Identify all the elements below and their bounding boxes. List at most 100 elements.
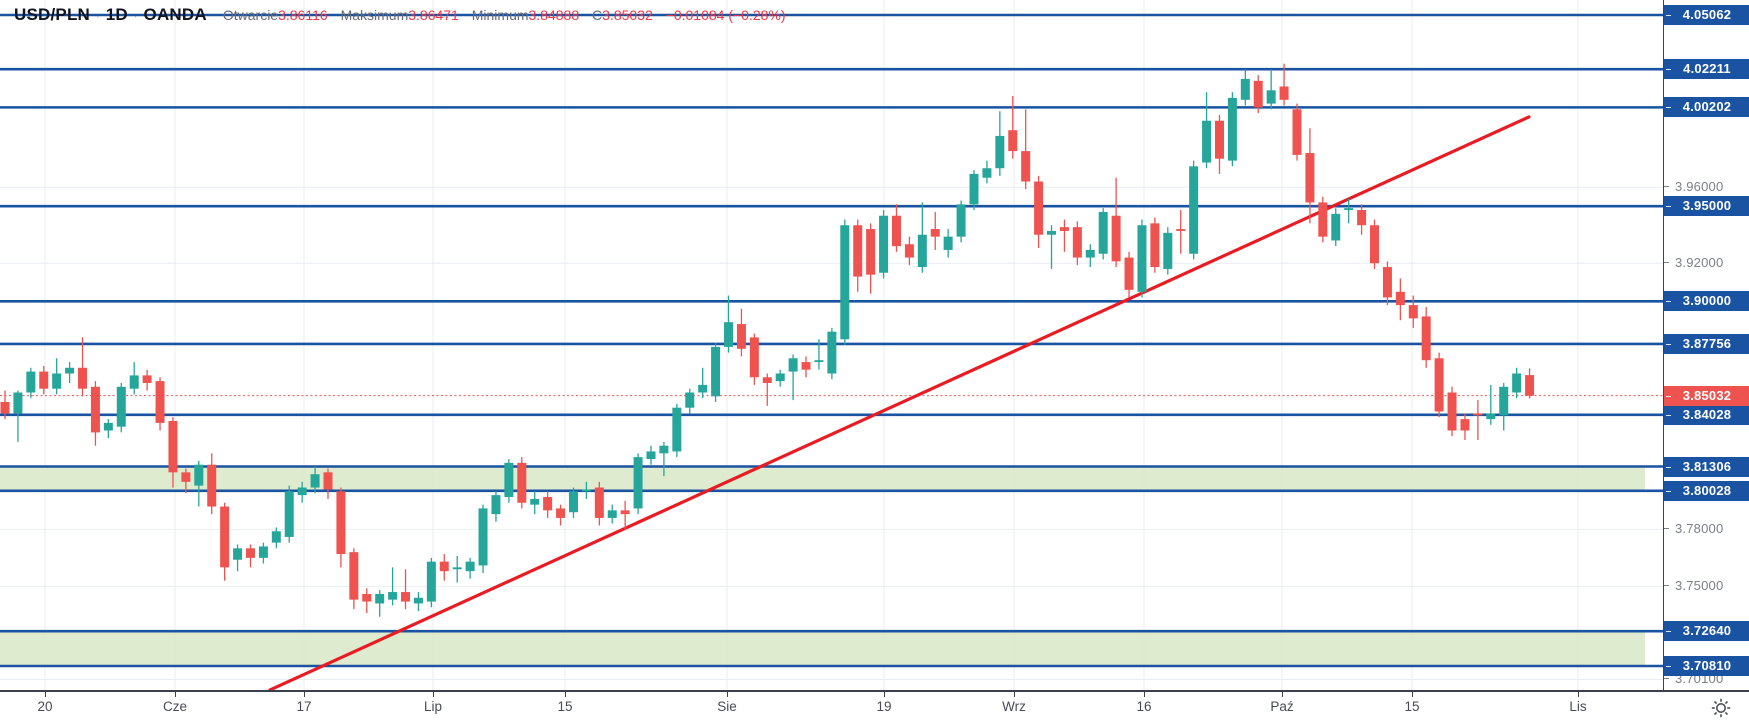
candle (258, 546, 268, 558)
time-tick-label: 15 (557, 699, 573, 714)
candle (1189, 166, 1199, 254)
exchange-label[interactable]: OANDA (143, 5, 207, 24)
low-value: 3.84888 (528, 7, 580, 23)
candle (866, 229, 876, 275)
time-axis[interactable]: 20 Cze 17 Lip 15 Sie 19 Wrz 16 Paź 15 Lis (0, 690, 1749, 721)
candle (426, 561, 436, 602)
price-level-badge: 3.95000 (1664, 196, 1749, 217)
candle (1395, 291, 1405, 306)
tick-dash (1664, 528, 1669, 530)
tick-dash (1666, 490, 1671, 492)
time-tick-label: Cze (162, 699, 188, 714)
low-label: Minimum (471, 7, 529, 23)
candle (1202, 120, 1212, 163)
candle (1525, 375, 1535, 396)
candle (491, 495, 501, 515)
candle (659, 445, 669, 454)
time-tick-mark (304, 692, 305, 697)
candle (736, 324, 746, 349)
candle (245, 548, 255, 558)
time-tick-label: 20 (37, 699, 53, 714)
candle (1034, 181, 1044, 235)
candle (879, 215, 889, 273)
candle (233, 548, 243, 560)
price-level-badge: 3.80028 (1664, 480, 1749, 501)
candle (1059, 227, 1069, 231)
candle (1370, 225, 1380, 264)
tick-dash (1666, 631, 1671, 633)
candle (530, 498, 540, 505)
candle (853, 225, 863, 277)
settings-button[interactable] (1709, 696, 1733, 720)
trendline[interactable] (268, 115, 1531, 692)
candle (1305, 153, 1315, 203)
candle (1344, 208, 1354, 211)
candle (1512, 373, 1522, 393)
candle (982, 168, 992, 178)
candle (207, 464, 217, 507)
candle (362, 593, 372, 602)
candle (646, 451, 656, 460)
candle (39, 371, 49, 389)
candle (1111, 215, 1121, 262)
candle (672, 407, 682, 452)
price-level-badge: 3.90000 (1664, 291, 1749, 312)
candle (801, 362, 811, 370)
candle (556, 508, 566, 518)
time-tick-label: Sie (717, 699, 737, 714)
candle (698, 384, 708, 393)
candle (78, 367, 88, 389)
candle (1163, 232, 1173, 269)
symbol-title[interactable]: USD/PLN (14, 5, 91, 24)
candle (930, 229, 940, 237)
legend-separator: · (133, 11, 138, 23)
tick-dash (1666, 69, 1671, 71)
candle (478, 508, 488, 566)
candle (1047, 230, 1057, 235)
candle (788, 358, 798, 372)
gear-icon (1711, 698, 1731, 718)
candle (129, 375, 139, 389)
tick-dash (1666, 466, 1671, 468)
support-zone[interactable] (0, 466, 1645, 491)
candle (633, 457, 643, 509)
candle (568, 491, 578, 513)
ohlc-readout: Otwarcie3.86116 Maksimum3.86471 Minimum3… (223, 7, 786, 23)
tick-dash (1664, 678, 1669, 680)
time-tick-mark (433, 692, 434, 697)
candle (336, 491, 346, 555)
candle (827, 331, 837, 374)
interval-label[interactable]: 1D (105, 5, 128, 24)
candle (349, 552, 359, 600)
candle (607, 510, 617, 518)
open-value: 3.86116 (278, 7, 328, 23)
candle (969, 173, 979, 205)
candle (1137, 225, 1147, 292)
candle (594, 487, 604, 518)
time-tick-mark (727, 692, 728, 697)
candle (452, 567, 462, 570)
candle (168, 421, 178, 473)
candle (504, 462, 514, 498)
price-tick-label: 3.75000 (1664, 578, 1749, 594)
candle (52, 373, 62, 389)
price-tick-label: 3.92000 (1664, 255, 1749, 271)
tick-dash (1664, 262, 1669, 264)
candle (1357, 210, 1367, 226)
time-tick-mark (1282, 692, 1283, 697)
candle (904, 244, 914, 258)
time-tick-mark (45, 692, 46, 697)
candle (375, 593, 385, 604)
chart-legend: USD/PLN · 1D · OANDA Otwarcie3.86116 Mak… (14, 5, 786, 25)
support-zone[interactable] (0, 631, 1645, 666)
tick-dash (1666, 206, 1671, 208)
candle (1098, 211, 1108, 254)
candle (814, 360, 824, 363)
price-axis[interactable]: 3.96000 3.92000 3.78000 3.75000 3.70100 4.050… (1663, 0, 1749, 690)
candle (297, 487, 307, 496)
candle (517, 462, 527, 503)
candle (685, 392, 695, 408)
candle (1227, 97, 1237, 161)
legend-separator: · (96, 11, 100, 23)
